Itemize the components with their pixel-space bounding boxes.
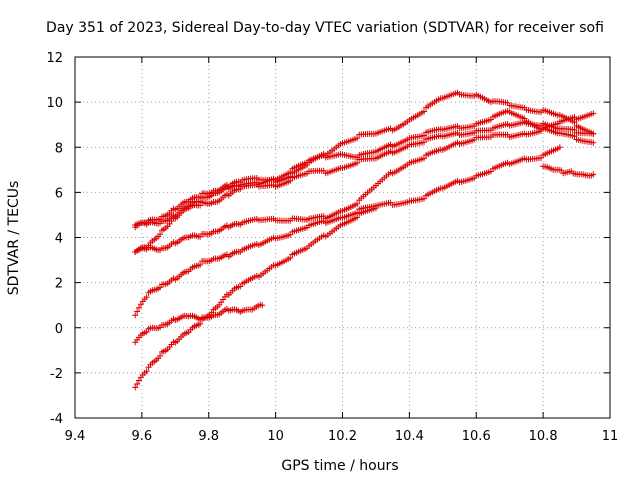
- data-point: [590, 130, 597, 137]
- data-point: [354, 159, 361, 166]
- x-tick-label: 10.6: [462, 429, 491, 444]
- data-point: [556, 144, 563, 151]
- y-tick-label: 6: [55, 186, 63, 201]
- data-point: [287, 177, 294, 184]
- y-tick-label: 0: [55, 322, 63, 337]
- data-point: [136, 304, 143, 311]
- data-point: [421, 139, 428, 146]
- y-tick-label: -2: [50, 367, 63, 382]
- series-trace-g: [132, 301, 266, 346]
- x-tick-label: 10.4: [395, 429, 424, 444]
- x-axis-label: GPS time / hours: [281, 458, 398, 474]
- series-trace-c: [132, 119, 597, 256]
- y-tick-label: 12: [46, 51, 63, 66]
- data-point: [421, 132, 428, 139]
- series-trace-f: [132, 205, 379, 391]
- data-point: [197, 261, 204, 268]
- data-point: [132, 384, 139, 391]
- data-point: [590, 110, 597, 117]
- data-point: [157, 284, 164, 291]
- data-point: [143, 368, 150, 375]
- data-point: [590, 139, 597, 146]
- x-tick-label: 10.8: [529, 429, 558, 444]
- data-point: [538, 128, 545, 135]
- data-point: [421, 195, 428, 202]
- y-tick-label: 10: [46, 96, 63, 111]
- y-tick-label: 2: [55, 277, 63, 292]
- data-point: [590, 171, 597, 178]
- y-tick-label: -4: [50, 412, 63, 427]
- data-point: [354, 214, 361, 221]
- data-point: [197, 202, 204, 209]
- x-tick-label: 10: [267, 429, 284, 444]
- series-trace-d: [132, 110, 597, 256]
- data-point: [136, 377, 143, 384]
- data-point: [157, 353, 164, 360]
- x-tick-label: 11: [602, 429, 619, 444]
- data-point: [132, 312, 139, 319]
- data-point: [157, 231, 164, 238]
- series-trace-h: [540, 163, 597, 179]
- data-marks: [132, 89, 597, 391]
- data-point: [571, 133, 578, 140]
- data-point: [421, 155, 428, 162]
- y-axis-label: SDTVAR / TECUs: [6, 181, 22, 296]
- y-tick-label: 4: [55, 232, 63, 247]
- data-point: [134, 381, 141, 388]
- data-point: [372, 205, 379, 212]
- y-tick-label: 8: [55, 141, 63, 156]
- x-tick-label: 9.6: [132, 429, 153, 444]
- x-tick-label: 10.2: [328, 429, 357, 444]
- data-point: [354, 200, 361, 207]
- axis-ticks: 9.4 9.6 9.8 10 10.2 10.4 10.6 10.8 11 -4 -2 0 2 4 6 8 10…: [46, 51, 618, 444]
- data-point: [287, 254, 294, 261]
- data-point: [134, 308, 141, 315]
- series-trace-e: [132, 144, 563, 319]
- data-point: [421, 108, 428, 115]
- data-point: [354, 135, 361, 142]
- data-point: [287, 169, 294, 176]
- x-tick-label: 9.4: [65, 429, 86, 444]
- data-point: [143, 294, 150, 301]
- data-point: [259, 302, 266, 309]
- chart-title: Day 351 of 2023, Sidereal Day-to-day VTE…: [46, 20, 604, 36]
- x-tick-label: 9.8: [198, 429, 219, 444]
